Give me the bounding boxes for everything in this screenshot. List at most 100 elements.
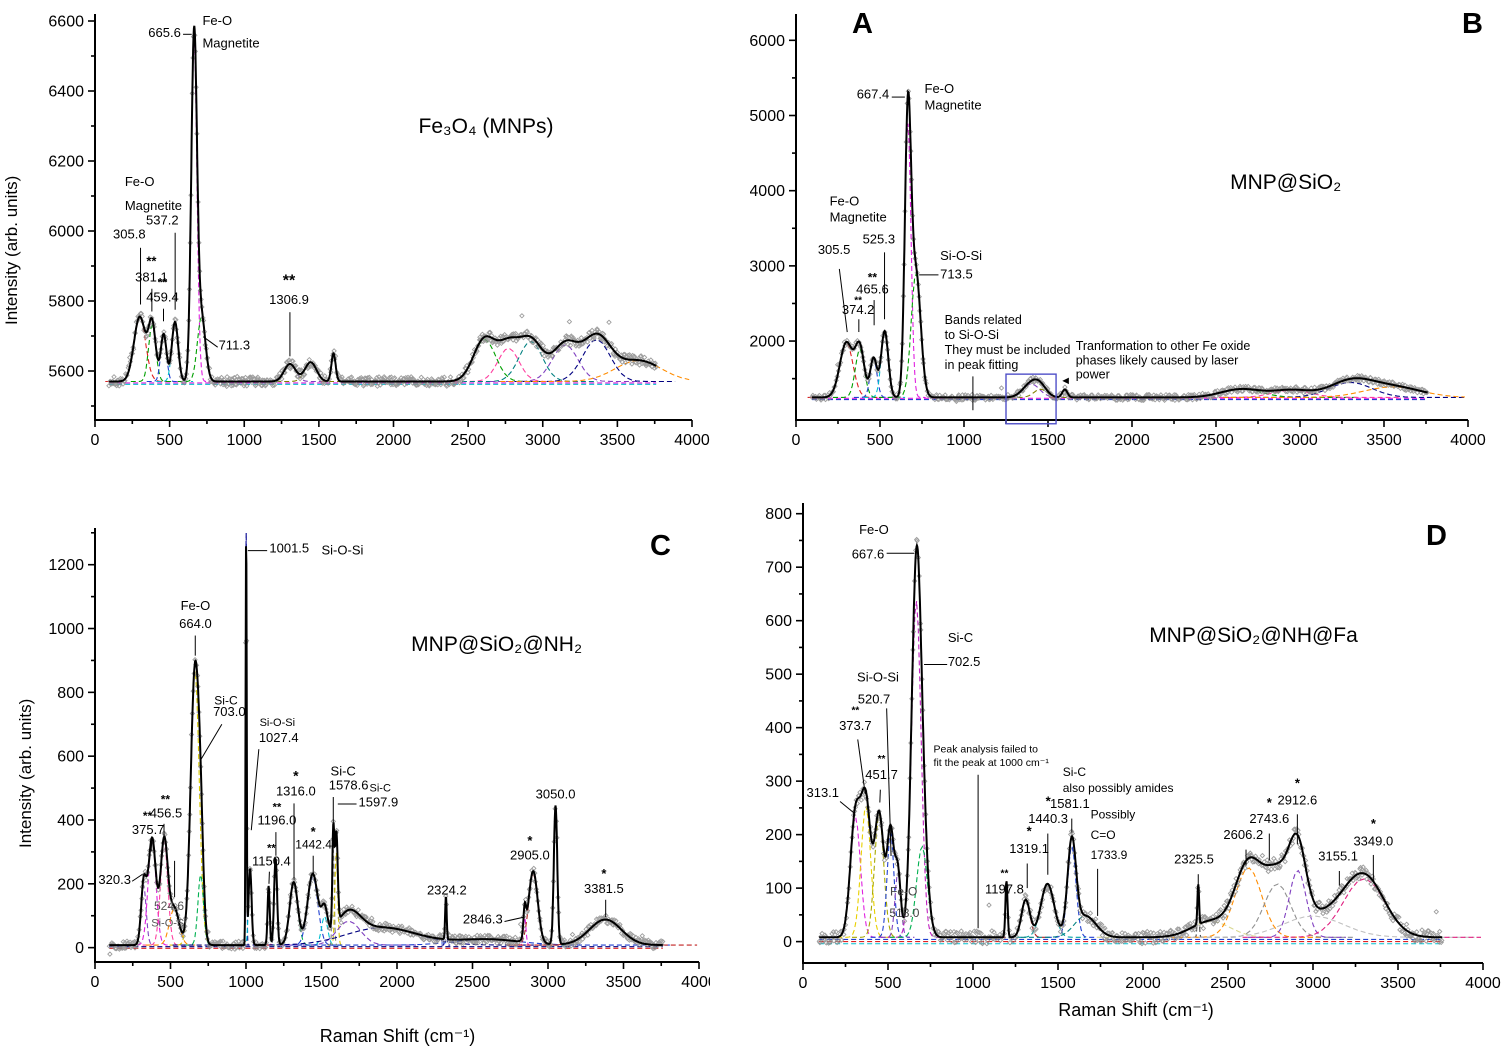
fit-component	[852, 814, 906, 938]
y-tick-label: 300	[765, 774, 792, 791]
x-tick-label: 3000	[525, 432, 561, 449]
panel-letter-c: C	[650, 530, 671, 562]
x-tick-label: 2000	[376, 432, 412, 449]
panel-letter-d: D	[1426, 520, 1447, 552]
annotation-text: Possibly	[1091, 808, 1136, 822]
annotation-line	[250, 749, 260, 831]
annotation-text: Si-O-Si	[940, 248, 982, 263]
annotation-text: **	[1001, 868, 1009, 879]
annotation-lines	[140, 33, 291, 357]
x-tick-label: 4000	[674, 432, 710, 449]
annotation-text: 2912.6	[1277, 793, 1317, 808]
annotation-text: 713.5	[940, 267, 973, 282]
annotation-text: 459.4	[146, 290, 179, 305]
annotation-text: *	[1267, 795, 1273, 810]
annotation-text: Si-C	[948, 630, 973, 645]
x-tick-label: 1000	[955, 975, 991, 992]
fit-component	[1169, 867, 1325, 938]
fit-component	[887, 601, 944, 938]
y-tick-label: 6200	[48, 154, 84, 171]
panel-title: MNP@SiO₂@NH₂	[411, 633, 582, 656]
fit-component	[500, 360, 690, 383]
annotation-text: **	[851, 706, 859, 717]
axis-ticks	[88, 20, 693, 427]
annotation-text: 703.0	[213, 704, 246, 719]
annotation-text: **	[878, 754, 886, 765]
y-tick-label: 0	[783, 934, 792, 951]
x-tick-label: 3500	[1366, 432, 1402, 449]
x-tick-label: 2500	[1210, 975, 1246, 992]
x-tick-label: 2500	[455, 974, 491, 991]
fit-component	[146, 333, 180, 383]
x-tick-label: 3500	[1380, 975, 1416, 992]
x-tick-label: 3000	[1282, 432, 1318, 449]
annotation-text: Tranformation to other Fe oxide	[1076, 339, 1251, 353]
axis-ticks	[796, 512, 1484, 970]
annotation-text: They must be included	[945, 343, 1071, 357]
annotations: 1001.5 Si-O-SiFe-O664.0Si-C703.0Si-O-Si10…	[98, 541, 623, 930]
annotation-text: 667.6	[852, 547, 885, 562]
annotation-text: 1197.8	[985, 881, 1024, 896]
y-tick-label: 4000	[750, 183, 785, 200]
fit-component	[807, 341, 884, 398]
annotation-text: Si-C	[370, 782, 391, 794]
x-tick-label: 2500	[1198, 432, 1234, 449]
fit-component	[889, 123, 926, 398]
annotation-line	[202, 336, 218, 348]
annotation-text: 1196.0	[258, 812, 297, 827]
y-tick-label: 5600	[48, 364, 84, 381]
x-tick-label: 2000	[1125, 975, 1161, 992]
scatter-points	[106, 32, 659, 390]
annotation-text: 375.7	[132, 822, 165, 837]
fit-component	[880, 871, 915, 938]
panel-title: MNP@SiO₂@NH@Fa	[1149, 624, 1358, 647]
annotation-text: 524.6	[154, 899, 184, 913]
x-tick-label: 0	[799, 975, 808, 992]
annotation-text: 2606.2	[1223, 827, 1263, 842]
annotation-text: to Si-O-Si	[945, 328, 999, 342]
tick-labels: 0 500 1000 1500 2000 2500 3000 3500 4000 0 100 200 3…	[765, 506, 1501, 992]
tick-labels: 0 500 1000 1500 2000 2500 3000 3500 4000 0 200 400 6…	[48, 557, 716, 991]
fit-component	[870, 833, 910, 938]
x-tick-label: 2500	[450, 432, 486, 449]
fit-component	[1247, 869, 1346, 938]
y-tick-label: 200	[765, 827, 792, 844]
y-tick-label: 5000	[750, 108, 785, 125]
x-tick-label: 4000	[1465, 975, 1501, 992]
fit-component	[510, 919, 698, 946]
annotation-text: 525.3	[863, 231, 896, 246]
x-tick-label: 0	[91, 974, 100, 991]
y-tick-label: 800	[765, 506, 792, 523]
annotation-text: 664.0	[179, 616, 212, 631]
annotation-text: Fe-O	[890, 885, 917, 899]
annotation-line	[838, 268, 848, 333]
annotation-text: 1319.1	[1009, 841, 1049, 856]
annotation-line	[504, 916, 525, 922]
annotation-text: **	[267, 842, 276, 854]
axis-ticks	[789, 39, 1469, 427]
fit-component	[278, 920, 416, 946]
annotation-text: power	[1076, 368, 1110, 382]
tick-labels: 0 500 1000 1500 2000 2500 3000 3500 4000 2000 3000…	[749, 33, 1485, 449]
annotation-text: 1440.3	[1028, 811, 1068, 826]
annotation-lines	[839, 552, 1374, 929]
annotation-text: 1150.4	[252, 853, 291, 868]
annotation-text: *	[1371, 816, 1377, 831]
annotation-text: 373.7	[839, 718, 872, 733]
annotation-text: fit the peak at 1000 cm⁻¹	[934, 757, 1050, 769]
y-tick-label: 5800	[48, 294, 84, 311]
annotation-text: 1597.9	[358, 795, 398, 810]
annotation-text: 3050.0	[536, 786, 576, 801]
highlight-box	[1005, 373, 1057, 425]
x-tick-label: 500	[157, 974, 184, 991]
annotations: 665.6Fe-OMagnetiteFe-OMagnetite537.2305.…	[113, 13, 309, 352]
y-tick-label: 1000	[48, 621, 84, 638]
panel-C-chart: 0 500 1000 1500 2000 2500 3000 3500 4000 0 200 400 6…	[48, 528, 717, 991]
annotation-text: **	[273, 801, 282, 813]
annotation-line	[200, 724, 223, 760]
y-tick-label: 400	[765, 720, 792, 737]
annotation-text: Magnetite	[202, 35, 259, 50]
annotation-text: 2743.6	[1249, 811, 1289, 826]
annotation-line	[131, 873, 143, 882]
annotation-text: *	[1027, 824, 1033, 839]
